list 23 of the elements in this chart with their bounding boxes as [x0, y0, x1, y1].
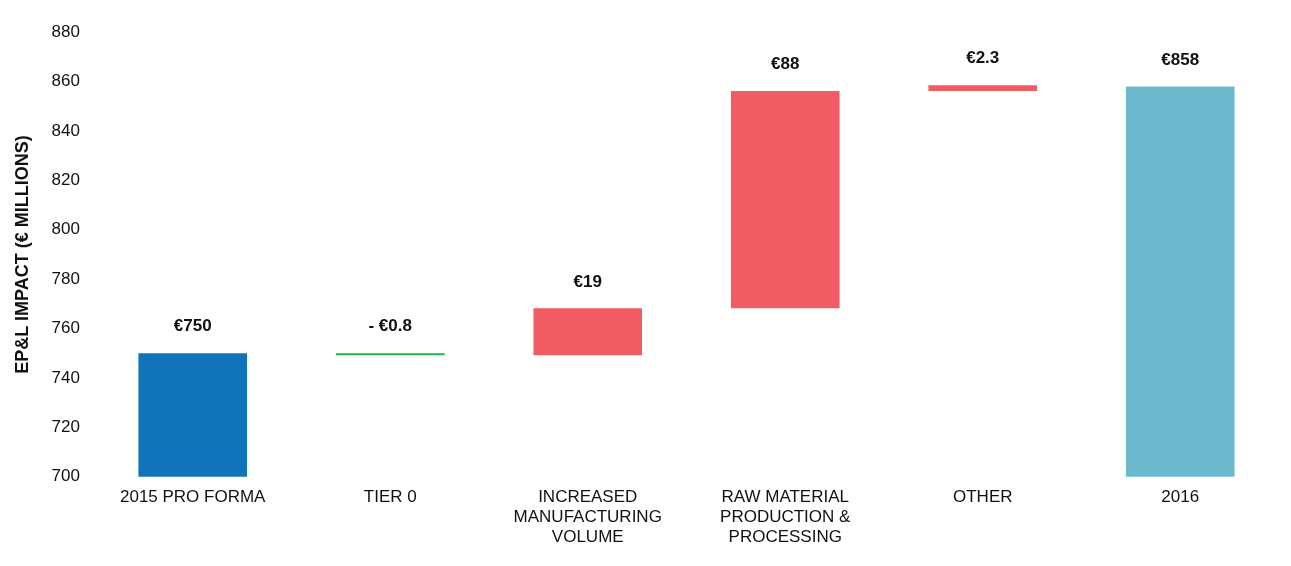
- y-axis-title: EP&L IMPACT (€ MILLIONS): [11, 135, 32, 374]
- y-tick-label: 800: [51, 219, 80, 239]
- x-tick-label: 2015 PRO FORMA: [119, 486, 267, 506]
- x-tick-label: INCREASED MANUFACTURING VOLUME: [513, 486, 662, 547]
- y-tick-label: 720: [51, 417, 80, 437]
- y-tick-label: 760: [51, 318, 80, 338]
- y-tick-label: 840: [51, 120, 80, 140]
- x-tick-label: 2016: [1161, 486, 1200, 506]
- y-tick-label: 820: [51, 170, 80, 190]
- x-tick-label: RAW MATERIAL PRODUCTION & PROCESSING: [720, 486, 852, 547]
- data-label: €2.3: [966, 48, 1000, 68]
- x-tick-label: TIER 0: [363, 486, 417, 506]
- y-tick-label: 740: [51, 367, 80, 387]
- y-tick-label: 860: [51, 71, 80, 91]
- data-label: - €0.8: [368, 316, 412, 336]
- x-tick-label: OTHER: [952, 486, 1013, 506]
- data-label: €88: [771, 54, 800, 74]
- y-tick-label: 880: [51, 21, 80, 41]
- y-tick-label: 780: [51, 268, 80, 288]
- data-label: €19: [573, 271, 602, 291]
- data-label: €858: [1161, 49, 1200, 69]
- data-label: €750: [173, 316, 212, 336]
- y-tick-label: 700: [51, 466, 80, 486]
